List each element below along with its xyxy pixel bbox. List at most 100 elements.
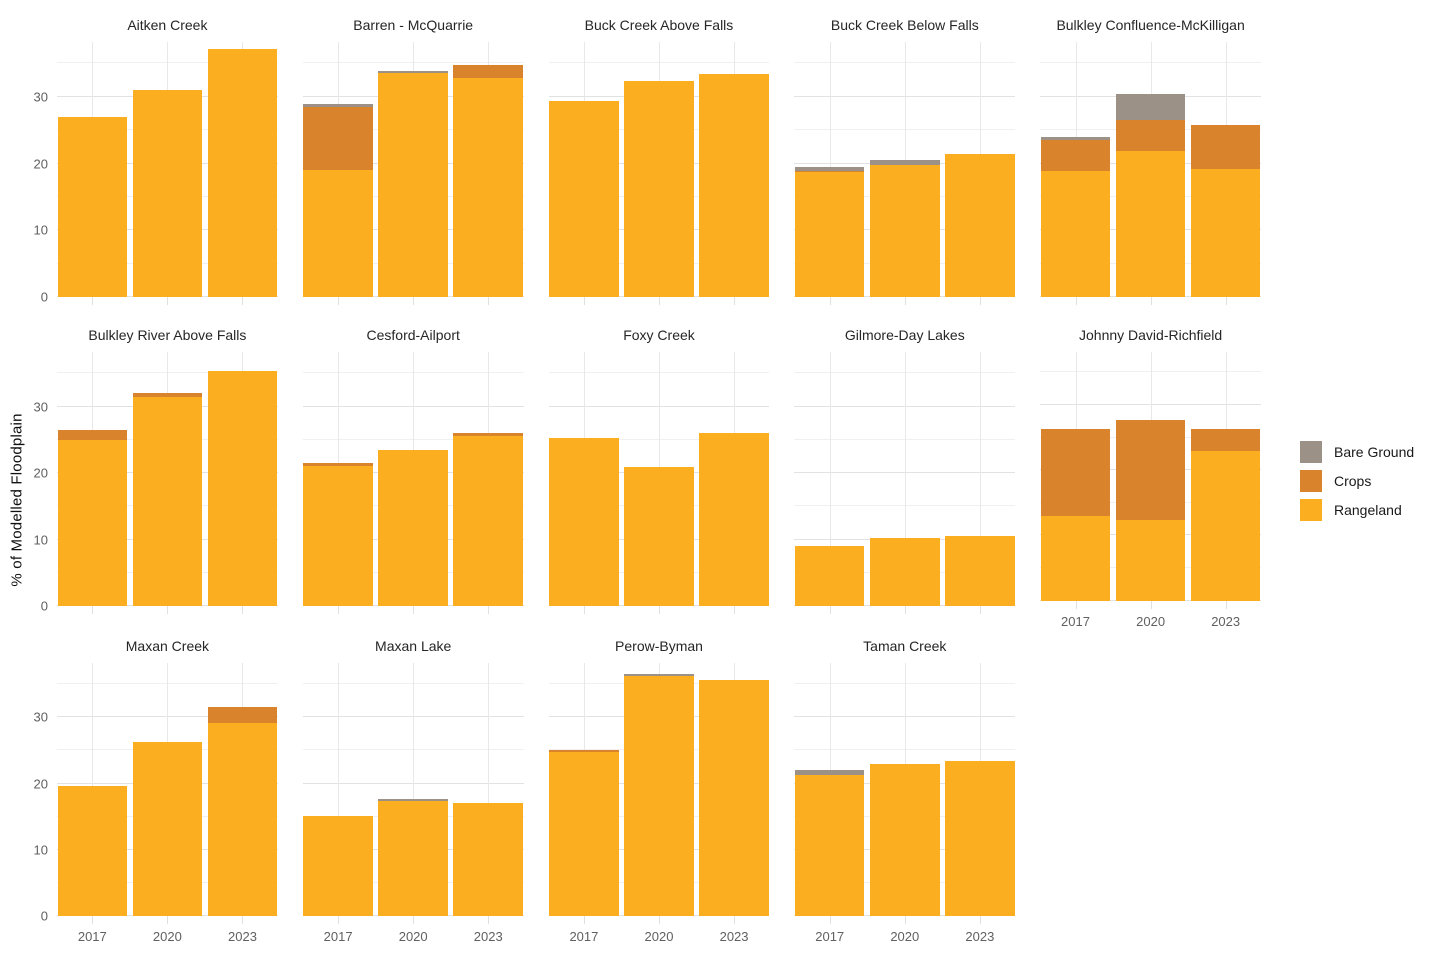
bar-segment-rangeland — [378, 800, 448, 916]
legend: Bare Ground Crops Rangeland — [1300, 441, 1440, 521]
bar-segment-bare-ground — [378, 71, 448, 74]
bar-segment-crops — [303, 107, 373, 171]
x-tick-label: 2017 — [815, 929, 845, 944]
x-tick — [979, 916, 981, 924]
bar-segment-crops — [453, 433, 524, 436]
facet-panel — [302, 352, 524, 614]
x-tick — [413, 606, 415, 614]
bar-2017 — [549, 438, 619, 606]
x-tick-label: 2020 — [890, 929, 920, 944]
bar-segment-rangeland — [1040, 171, 1111, 297]
facet-panel — [548, 352, 770, 614]
y-tick-label: 0 — [40, 908, 48, 924]
crops-swatch-icon — [1300, 470, 1322, 492]
vertical-gridline — [829, 352, 831, 606]
bar-segment-rangeland — [1040, 515, 1111, 601]
bar-segment-rangeland — [378, 73, 448, 297]
y-axis-title: % of Modelled Floodplain — [8, 413, 26, 587]
y-tick-label: 10 — [33, 842, 48, 858]
facet-maxan-creek: Maxan Creek 0 10 20 30 2017 2020 2023 — [34, 630, 278, 960]
bar-segment-crops — [1040, 140, 1111, 172]
vertical-gridline — [979, 352, 981, 606]
bar-2023 — [945, 761, 1015, 916]
bar-2023 — [699, 679, 769, 916]
x-tick — [658, 606, 660, 614]
bar-segment-rangeland — [870, 165, 940, 297]
bar-segment-rangeland — [699, 679, 769, 916]
bar-segment-rangeland — [870, 764, 940, 916]
x-tick — [583, 916, 585, 924]
x-tick — [488, 916, 490, 924]
x-axis-labels: 2017 2020 2023 — [303, 916, 524, 946]
bar-2017 — [549, 750, 619, 916]
bar-2017 — [1040, 137, 1111, 297]
legend-label: Crops — [1334, 473, 1372, 489]
y-tick-label: 30 — [33, 89, 48, 105]
facet-title: Johnny David-Richfield — [1079, 326, 1223, 343]
facet-johnny-david-richfield: Johnny David-Richfield 2017 2020 2023 — [1040, 320, 1261, 630]
bar-2020 — [132, 90, 203, 297]
bar-2023 — [453, 65, 524, 297]
bar-segment-rangeland — [1190, 168, 1261, 297]
facet-title: Maxan Lake — [375, 638, 452, 654]
bar-2017 — [794, 166, 865, 298]
bar-segment-rangeland — [57, 785, 128, 916]
bar-2017 — [303, 104, 373, 297]
bar-segment-rangeland — [624, 676, 694, 916]
bar-2017 — [1040, 429, 1111, 601]
rangeland-swatch-icon — [1300, 499, 1322, 521]
x-tick — [92, 916, 94, 924]
x-tick — [338, 297, 340, 305]
bar-segment-rangeland — [453, 802, 524, 916]
bar-2023 — [945, 154, 1015, 297]
x-tick — [242, 916, 244, 924]
bare-ground-swatch-icon — [1300, 441, 1322, 463]
facet-taman-creek: Taman Creek 2017 2020 2023 — [794, 630, 1016, 960]
bar-segment-rangeland — [870, 537, 940, 606]
bar-segment-rangeland — [57, 440, 128, 606]
facet-panel — [302, 663, 524, 924]
vertical-gridline — [338, 663, 340, 916]
bar-segment-rangeland — [378, 449, 448, 606]
bar-2017 — [57, 429, 128, 606]
facet-title: Barren - McQuarrie — [353, 17, 474, 33]
x-tick — [904, 916, 906, 924]
facet-panel — [794, 663, 1016, 924]
bar-segment-bare-ground — [303, 104, 373, 108]
x-axis-labels: 2017 2020 2023 — [549, 916, 770, 946]
y-tick-label: 0 — [40, 289, 48, 305]
bar-2023 — [207, 48, 278, 297]
bar-segment-rangeland — [57, 117, 128, 297]
facet-panel: 0 10 20 30 — [34, 663, 278, 924]
bar-2017 — [57, 117, 128, 297]
facet-panel — [548, 42, 770, 305]
bar-segment-bare-ground — [794, 166, 865, 171]
x-tick — [1150, 297, 1152, 305]
facet-buck-creek-below-falls: Buck Creek Below Falls — [794, 0, 1016, 320]
bar-segment-bare-ground — [624, 673, 694, 677]
x-tick — [734, 606, 736, 614]
bar-2020 — [132, 392, 203, 606]
x-axis-labels: 2017 2020 2023 — [794, 916, 1015, 946]
bar-segment-rangeland — [699, 433, 769, 606]
y-tick-label: 30 — [33, 709, 48, 725]
facet-title: Cesford-Ailport — [366, 327, 460, 343]
bar-segment-rangeland — [1115, 150, 1186, 297]
bar-segment-rangeland — [303, 465, 373, 606]
facet-panel — [548, 663, 770, 924]
facet-panel — [794, 352, 1016, 614]
facet-panel: 0 10 20 30 — [34, 352, 278, 614]
facet-title: Buck Creek Below Falls — [830, 17, 979, 33]
x-tick-label: 2017 — [569, 929, 599, 944]
facet-buck-creek-above-falls: Buck Creek Above Falls — [548, 0, 770, 320]
x-tick-label: 2017 — [1061, 613, 1090, 629]
x-tick — [92, 297, 94, 305]
bar-segment-rangeland — [207, 48, 278, 297]
x-tick — [413, 916, 415, 924]
facet-title: Buck Creek Above Falls — [584, 17, 734, 33]
facet-title: Maxan Creek — [125, 638, 210, 654]
x-tick — [904, 606, 906, 614]
bar-2023 — [453, 802, 524, 916]
x-tick — [1225, 297, 1227, 305]
x-tick — [829, 916, 831, 924]
